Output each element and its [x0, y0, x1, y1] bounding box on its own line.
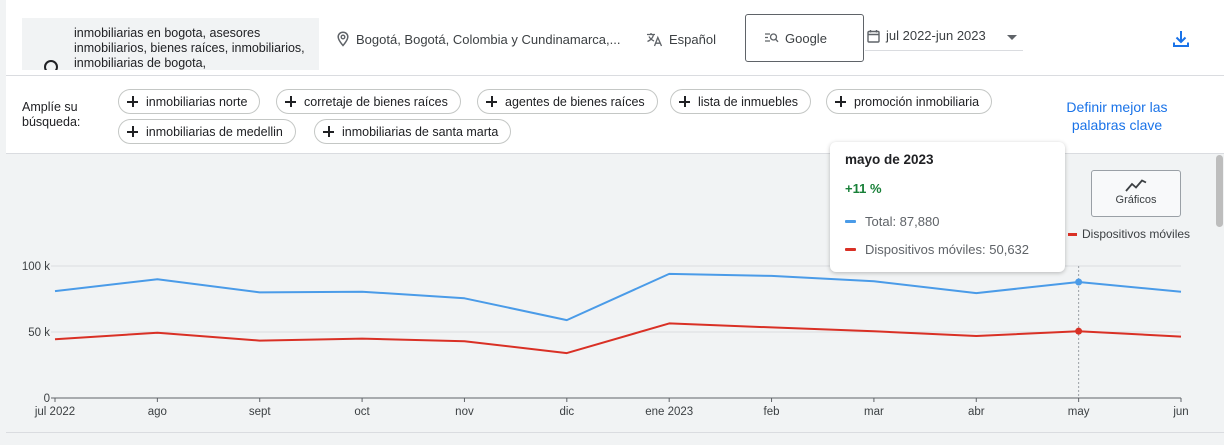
tooltip-mobile-row: Dispositivos móviles: 50,632 — [845, 242, 1050, 257]
x-tick-label: nov — [455, 406, 474, 418]
chip-label: corretaje de bienes raíces — [304, 94, 448, 109]
bottom-divider — [6, 432, 1224, 433]
date-range-select[interactable]: jul 2022-jun 2023 — [865, 21, 1023, 51]
refine-keywords-link[interactable]: Definir mejor las palabras clave — [1052, 98, 1182, 134]
network-filter-label: Google — [785, 30, 827, 46]
scrollbar[interactable] — [1216, 155, 1223, 227]
location-filter-label: Bogotá, Bogotá, Colombia y Cundinamarca,… — [356, 31, 621, 47]
y-tick-label: 100 k — [22, 261, 50, 273]
trend-icon — [1125, 179, 1147, 192]
download-icon[interactable] — [1170, 28, 1192, 50]
plus-icon — [835, 96, 846, 107]
tooltip-total-swatch — [845, 220, 856, 223]
chip-corretaje[interactable]: corretaje de bienes raíces — [276, 89, 461, 114]
date-range-label: jul 2022-jun 2023 — [886, 28, 986, 43]
search-icon — [44, 60, 58, 70]
tooltip-month: mayo de 2023 — [845, 152, 934, 167]
chip-label: lista de inmuebles — [698, 94, 799, 109]
legend-mobile[interactable]: Dispositivos móviles — [1068, 227, 1190, 241]
x-tick-label: jun — [1172, 406, 1188, 418]
filter-bar: inmobiliarias en bogota, asesores inmobi… — [6, 0, 1224, 76]
plus-icon — [323, 126, 334, 137]
tooltip-mobile-swatch — [845, 248, 856, 251]
data-tooltip: mayo de 2023 +11 % Total: 87,880 Disposi… — [830, 142, 1065, 272]
chip-promocion[interactable]: promoción inmobiliaria — [826, 89, 993, 114]
charts-button-label: Gráficos — [1115, 194, 1157, 206]
legend-swatch-mobile — [1068, 232, 1077, 236]
chip-medellin[interactable]: inmobiliarias de medellin — [118, 119, 296, 144]
charts-button[interactable]: Gráficos — [1091, 170, 1181, 217]
x-tick-label: oct — [354, 406, 370, 418]
x-tick-label: sept — [249, 406, 272, 418]
chip-label: promoción inmobiliaria — [854, 94, 980, 109]
keyword-input[interactable]: inmobiliarias en bogota, asesores inmobi… — [22, 18, 319, 70]
chip-inmobiliarias-norte[interactable]: inmobiliarias norte — [118, 89, 261, 114]
refine-keywords-link-line2: palabras clave — [1071, 117, 1163, 133]
refine-label: Amplíe su búsqueda: — [22, 100, 80, 130]
plus-icon — [127, 126, 138, 137]
data-point-mobile — [1075, 327, 1083, 335]
network-filter[interactable]: Google — [745, 14, 864, 62]
tooltip-change: +11 % — [845, 181, 882, 196]
x-tick-label: ene 2023 — [645, 406, 693, 418]
chip-lista-inmuebles[interactable]: lista de inmuebles — [670, 89, 812, 114]
x-tick-label: ago — [148, 406, 167, 418]
x-tick-label: mar — [864, 406, 884, 418]
chip-label: inmobiliarias de santa marta — [342, 124, 499, 139]
language-filter[interactable]: Español — [646, 29, 716, 49]
refine-search-panel: Amplíe su búsqueda: inmobiliarias norte … — [6, 76, 1224, 154]
refine-label-line2: búsqueda: — [22, 115, 81, 129]
legend-mobile-label: Dispositivos móviles — [1082, 227, 1191, 241]
y-tick-label: 0 — [44, 393, 50, 405]
plus-icon — [486, 96, 497, 107]
plus-icon — [285, 96, 296, 107]
series-line-mobile — [54, 322, 1182, 355]
location-filter[interactable]: Bogotá, Bogotá, Colombia y Cundinamarca,… — [336, 29, 620, 49]
plus-icon — [679, 96, 690, 107]
language-filter-label: Español — [669, 31, 716, 47]
x-tick-label: may — [1068, 406, 1090, 418]
chip-label: agentes de bienes raíces — [505, 94, 645, 109]
series-line-total — [54, 272, 1182, 322]
tooltip-total: Total: 87,880 — [865, 214, 940, 229]
tooltip-mobile: Dispositivos móviles: 50,632 — [865, 242, 1030, 257]
chip-santa-marta[interactable]: inmobiliarias de santa marta — [314, 119, 512, 144]
refine-keywords-link-line1: Definir mejor las — [1066, 99, 1168, 115]
x-tick-label: abr — [968, 406, 985, 418]
keyword-input-text: inmobiliarias en bogota, asesores inmobi… — [74, 26, 305, 70]
chip-agentes[interactable]: agentes de bienes raíces — [477, 89, 658, 114]
chip-label: inmobiliarias de medellin — [146, 124, 283, 139]
plus-icon — [127, 96, 138, 107]
data-point-total — [1075, 278, 1083, 286]
tooltip-total-row: Total: 87,880 — [845, 214, 1050, 229]
chevron-down-icon — [1007, 35, 1017, 40]
x-tick-label: dic — [559, 406, 574, 418]
location-pin-icon — [337, 31, 349, 47]
x-tick-label: feb — [764, 406, 780, 418]
search-network-icon — [765, 33, 779, 43]
y-tick-label: 50 k — [28, 327, 50, 339]
calendar-icon — [867, 29, 880, 43]
chip-label: inmobiliarias norte — [146, 94, 248, 109]
x-tick-label: jul 2022 — [34, 406, 75, 418]
refine-label-line1: Amplíe su — [22, 100, 78, 114]
translate-icon — [647, 32, 663, 46]
